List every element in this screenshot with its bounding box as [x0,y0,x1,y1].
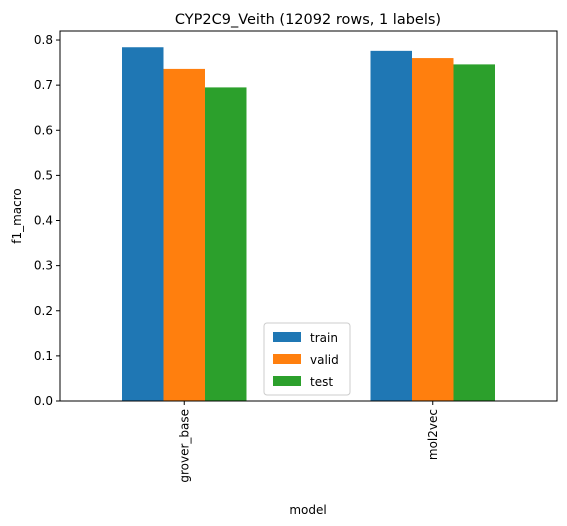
x-axis-label: model [289,503,326,517]
legend-swatch-test [273,376,301,386]
bar-valid-mol2vec [412,58,454,401]
legend-swatch-valid [273,354,301,364]
y-tick-label: 0.6 [34,123,53,137]
y-tick-label: 0.4 [34,214,53,228]
y-axis: 0.0 0.1 0.2 0.3 0.4 0.5 0.6 0.7 0.8 [34,33,60,408]
x-tick-label: grover_base [177,409,191,483]
y-tick-label: 0.7 [34,78,53,92]
bars-group [122,47,495,402]
plot-frame [59,30,558,402]
y-tick-label: 0.8 [34,33,53,47]
y-tick-label: 0.1 [34,349,53,363]
bar-test-grover_base [205,87,247,401]
bar-train-grover_base [122,47,164,402]
bar-train-mol2vec [370,50,412,401]
bar-valid-grover_base [163,68,205,401]
legend-swatch-train [273,332,301,342]
y-tick-label: 0.0 [34,394,53,408]
x-tick-label: mol2vec [426,409,440,460]
y-tick-label: 0.5 [34,168,53,182]
legend-label-valid: valid [310,353,339,367]
x-axis: grover_base mol2vec [177,401,440,483]
legend-label-test: test [310,375,333,389]
legend-label-train: train [310,331,338,345]
y-axis-label: f1_macro [10,188,24,244]
chart-title: CYP2C9_Veith (12092 rows, 1 labels) [175,12,441,28]
bar-test-mol2vec [453,64,495,401]
y-tick-label: 0.3 [34,259,53,273]
y-tick-label: 0.2 [34,304,53,318]
legend: train valid test [263,322,351,396]
